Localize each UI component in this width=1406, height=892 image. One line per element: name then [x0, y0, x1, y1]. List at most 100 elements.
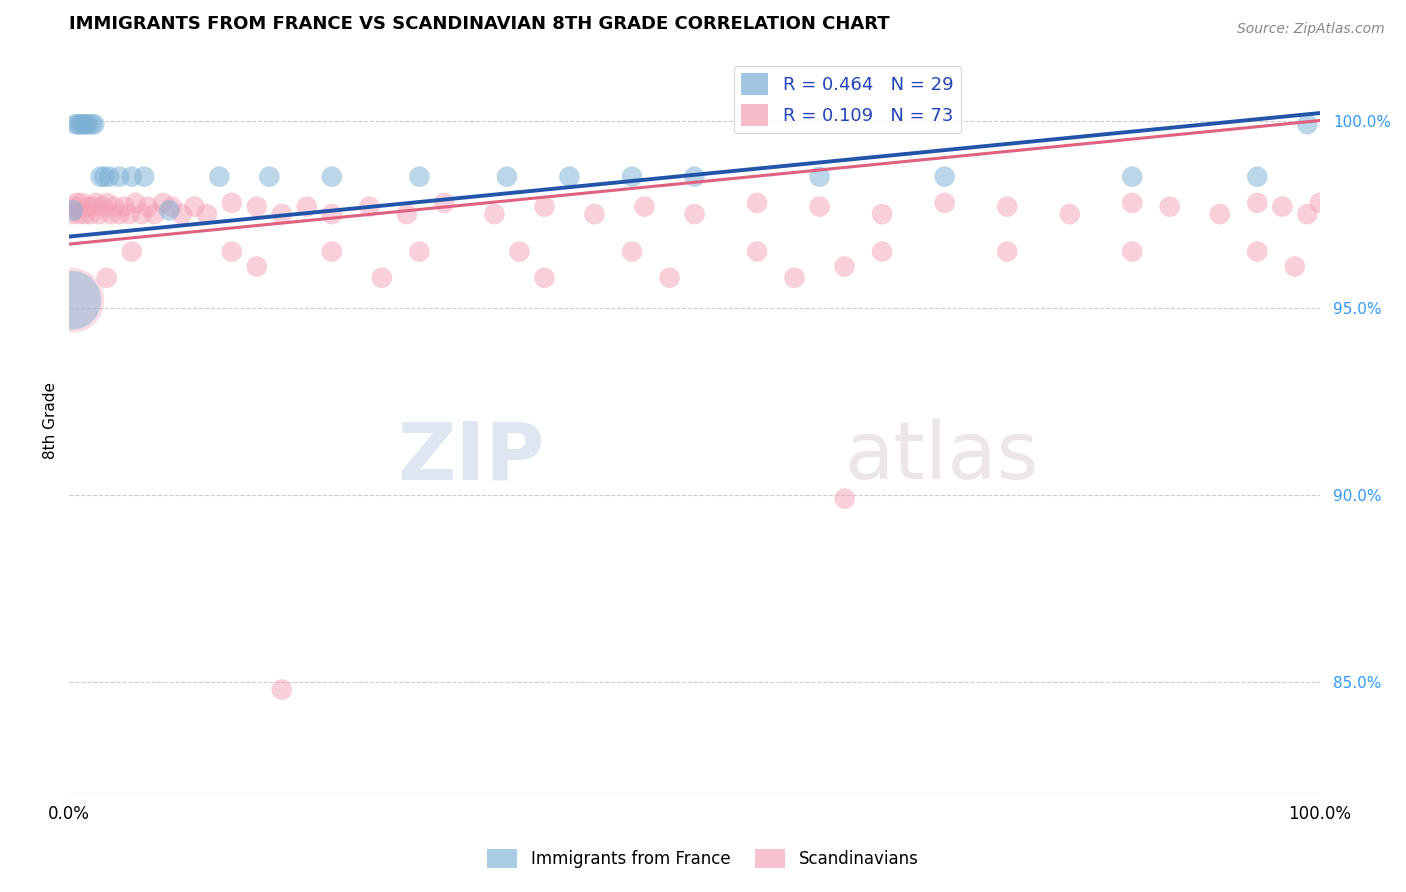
Point — [834, 260, 856, 274]
Point — [658, 270, 681, 285]
Point — [96, 195, 118, 210]
Point — [1296, 207, 1319, 221]
Text: ZIP: ZIP — [398, 418, 544, 497]
Point — [157, 203, 180, 218]
Point — [183, 200, 205, 214]
Point — [1309, 195, 1331, 210]
Point — [83, 117, 105, 131]
Point — [1284, 260, 1306, 274]
Point — [1121, 244, 1143, 259]
Point — [195, 207, 218, 221]
Point — [620, 169, 643, 184]
Point — [134, 169, 156, 184]
Point — [108, 207, 131, 221]
Point — [995, 244, 1018, 259]
Point — [321, 207, 343, 221]
Point — [170, 207, 193, 221]
Point — [408, 244, 430, 259]
Point — [66, 195, 89, 210]
Point — [60, 293, 83, 308]
Point — [745, 195, 768, 210]
Point — [143, 207, 166, 221]
Point — [77, 117, 100, 131]
Point — [870, 207, 893, 221]
Point — [270, 682, 292, 697]
Point — [60, 207, 83, 221]
Point — [683, 207, 706, 221]
Text: IMMIGRANTS FROM FRANCE VS SCANDINAVIAN 8TH GRADE CORRELATION CHART: IMMIGRANTS FROM FRANCE VS SCANDINAVIAN 8… — [69, 15, 890, 33]
Point — [1159, 200, 1181, 214]
Point — [98, 169, 121, 184]
Point — [934, 195, 956, 210]
Point — [82, 200, 104, 214]
Point — [67, 207, 90, 221]
Point — [808, 169, 831, 184]
Point — [72, 117, 94, 131]
Text: Source: ZipAtlas.com: Source: ZipAtlas.com — [1237, 22, 1385, 37]
Point — [221, 244, 243, 259]
Text: atlas: atlas — [845, 418, 1039, 497]
Point — [121, 169, 143, 184]
Point — [89, 207, 111, 221]
Point — [259, 169, 281, 184]
Legend: R = 0.464   N = 29, R = 0.109   N = 73: R = 0.464 N = 29, R = 0.109 N = 73 — [734, 66, 960, 134]
Point — [295, 200, 318, 214]
Point — [80, 117, 103, 131]
Point — [870, 244, 893, 259]
Point — [620, 244, 643, 259]
Point — [321, 244, 343, 259]
Point — [152, 195, 174, 210]
Point — [62, 203, 84, 218]
Point — [63, 200, 86, 214]
Point — [496, 169, 519, 184]
Point — [1059, 207, 1081, 221]
Point — [246, 200, 269, 214]
Point — [1246, 169, 1268, 184]
Point — [84, 195, 107, 210]
Point — [89, 169, 111, 184]
Point — [1296, 117, 1319, 131]
Point — [834, 491, 856, 506]
Point — [160, 200, 183, 214]
Point — [321, 169, 343, 184]
Point — [934, 169, 956, 184]
Point — [270, 207, 292, 221]
Point — [221, 195, 243, 210]
Point — [121, 244, 143, 259]
Point — [745, 244, 768, 259]
Point — [558, 169, 581, 184]
Point — [91, 200, 114, 214]
Point — [112, 200, 135, 214]
Point — [79, 207, 101, 221]
Point — [136, 200, 159, 214]
Point — [70, 195, 93, 210]
Point — [1271, 200, 1294, 214]
Point — [65, 117, 87, 131]
Point — [1246, 195, 1268, 210]
Point — [808, 200, 831, 214]
Point — [1121, 169, 1143, 184]
Y-axis label: 8th Grade: 8th Grade — [44, 382, 58, 458]
Point — [484, 207, 506, 221]
Point — [783, 270, 806, 285]
Point — [93, 169, 115, 184]
Point — [359, 200, 381, 214]
Point — [1246, 244, 1268, 259]
Point — [118, 207, 141, 221]
Point — [60, 293, 83, 308]
Point — [75, 117, 97, 131]
Point — [433, 195, 456, 210]
Legend: Immigrants from France, Scandinavians: Immigrants from France, Scandinavians — [481, 842, 925, 875]
Point — [533, 270, 555, 285]
Point — [633, 200, 655, 214]
Point — [103, 200, 125, 214]
Point — [73, 207, 96, 221]
Point — [408, 169, 430, 184]
Point — [583, 207, 606, 221]
Point — [100, 207, 122, 221]
Point — [131, 207, 153, 221]
Point — [508, 244, 530, 259]
Point — [69, 117, 91, 131]
Point — [96, 270, 118, 285]
Point — [1121, 195, 1143, 210]
